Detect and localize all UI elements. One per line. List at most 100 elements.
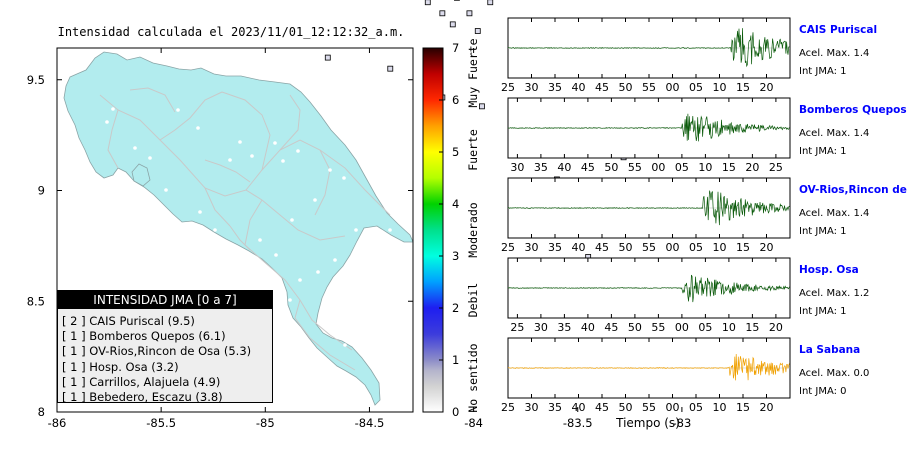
town-dot xyxy=(388,228,392,232)
town-dot xyxy=(111,107,115,111)
town-dot xyxy=(354,320,358,324)
station-jma: Int JMA: 1 xyxy=(799,146,847,157)
y-tick-label: 9 xyxy=(38,184,45,198)
time-tick-label: 05 xyxy=(689,241,703,254)
town-dot xyxy=(133,146,137,150)
time-tick-label: 20 xyxy=(760,81,774,94)
time-tick-label: 25 xyxy=(501,401,515,414)
town-dot xyxy=(343,343,347,347)
station-name: CAIS Puriscal xyxy=(799,24,877,36)
time-tick-label: 35 xyxy=(534,161,548,174)
town-dot xyxy=(105,120,109,124)
time-tick-label: 05 xyxy=(675,161,689,174)
time-tick-label: 05 xyxy=(689,81,703,94)
station-accel: Acel. Max. 1.4 xyxy=(799,128,869,139)
town-dot xyxy=(148,156,152,160)
station-accel: Acel. Max. 1.2 xyxy=(799,288,869,299)
intensity-legend: INTENSIDAD JMA [0 a 7] [ 2 ] CAIS Purisc… xyxy=(57,290,273,403)
time-tick-label: 55 xyxy=(642,81,656,94)
time-tick-label: 45 xyxy=(595,401,609,414)
colorbar-category-label: Muy Fuerte xyxy=(466,38,480,107)
town-dot xyxy=(273,141,277,145)
legend-row: [ 1 ] OV-Rios,Rincon de Osa (5.3) xyxy=(58,344,272,359)
time-tick-label: 20 xyxy=(769,321,783,334)
town-dot xyxy=(318,108,322,112)
time-tick-label: 30 xyxy=(525,81,539,94)
time-tick-label: 30 xyxy=(534,321,548,334)
town-dot xyxy=(298,278,302,282)
legend-row: [ 1 ] Carrillos, Alajuela (4.9) xyxy=(58,375,272,390)
town-dot xyxy=(288,298,292,302)
time-tick-label: 50 xyxy=(619,401,633,414)
station-jma: Int JMA: 1 xyxy=(799,226,847,237)
time-tick-label: 30 xyxy=(510,161,524,174)
time-tick-label: 40 xyxy=(572,241,586,254)
station-accel: Acel. Max. 1.4 xyxy=(799,208,869,219)
time-tick-label: 35 xyxy=(557,321,571,334)
y-tick-label: 9.5 xyxy=(27,73,45,87)
time-tick-label: 40 xyxy=(572,81,586,94)
time-tick-label: 45 xyxy=(595,241,609,254)
time-tick-label: 35 xyxy=(548,81,562,94)
colorbar-category-label: No sentido xyxy=(466,343,480,412)
station-marker xyxy=(488,0,493,5)
x-tick-label: -84 xyxy=(464,416,483,430)
time-tick-label: 45 xyxy=(604,321,618,334)
time-tick-label: 00 xyxy=(666,241,680,254)
station-marker xyxy=(467,11,472,16)
station-marker xyxy=(475,29,480,34)
town-dot xyxy=(228,158,232,162)
time-tick-label: 15 xyxy=(736,401,750,414)
town-dot xyxy=(328,168,332,172)
station-jma: Int JMA: 0 xyxy=(799,386,847,397)
waveform-panels: 25 30 35 40 45 50 55 00 05 10 15 20 CAIS Puriscal Ace… xyxy=(501,18,910,414)
colorbar-tick-label: 1 xyxy=(452,353,459,367)
colorbar-tick-label: 5 xyxy=(452,145,459,159)
time-tick-label: 40 xyxy=(557,161,571,174)
colorbar-tick-label: 4 xyxy=(452,197,459,211)
town-dot xyxy=(296,149,300,153)
station-name: Bomberos Quepos xyxy=(799,104,907,116)
colorbar-tick-label: 7 xyxy=(452,41,459,55)
time-tick-label: 25 xyxy=(501,241,515,254)
time-tick-label: 50 xyxy=(604,161,618,174)
town-dot xyxy=(231,250,235,254)
station-jma: Int JMA: 1 xyxy=(799,66,847,77)
x-tick-label: -86 xyxy=(48,416,67,430)
time-tick-label: 25 xyxy=(510,321,524,334)
town-dot xyxy=(196,126,200,130)
time-tick-label: 00 xyxy=(675,321,689,334)
colorbar-tick-label: 6 xyxy=(452,93,459,107)
time-tick-label: 10 xyxy=(713,241,727,254)
time-tick-label: 30 xyxy=(525,401,539,414)
time-tick-label: 40 xyxy=(572,401,586,414)
station-jma: Int JMA: 1 xyxy=(799,306,847,317)
time-tick-label: 00 xyxy=(651,161,665,174)
town-dot xyxy=(176,108,180,112)
time-tick-label: 15 xyxy=(745,321,759,334)
colorbar-tick-label: 2 xyxy=(452,301,459,315)
time-tick-label: 00 xyxy=(666,401,680,414)
town-dot xyxy=(213,228,217,232)
colorbar-category-label: Debil xyxy=(466,283,480,318)
time-tick-label: 55 xyxy=(651,321,665,334)
time-tick-label: 10 xyxy=(713,401,727,414)
time-tick-label: 50 xyxy=(619,241,633,254)
time-tick-label: 50 xyxy=(628,321,642,334)
town-dot xyxy=(290,218,294,222)
y-tick-label: 8 xyxy=(38,405,45,419)
station-name: OV-Rios,Rincon de Osa xyxy=(799,184,910,196)
town-dot xyxy=(198,210,202,214)
time-tick-label: 55 xyxy=(642,241,656,254)
town-dot xyxy=(354,228,358,232)
time-tick-label: 10 xyxy=(713,81,727,94)
waveform-xlabel: Tiempo (s) xyxy=(615,416,680,430)
x-tick-label: -83.5 xyxy=(563,416,593,430)
town-dot xyxy=(274,253,278,257)
colorbar-category-label: Fuerte xyxy=(466,129,480,171)
x-tick-label: -85.5 xyxy=(146,416,176,430)
